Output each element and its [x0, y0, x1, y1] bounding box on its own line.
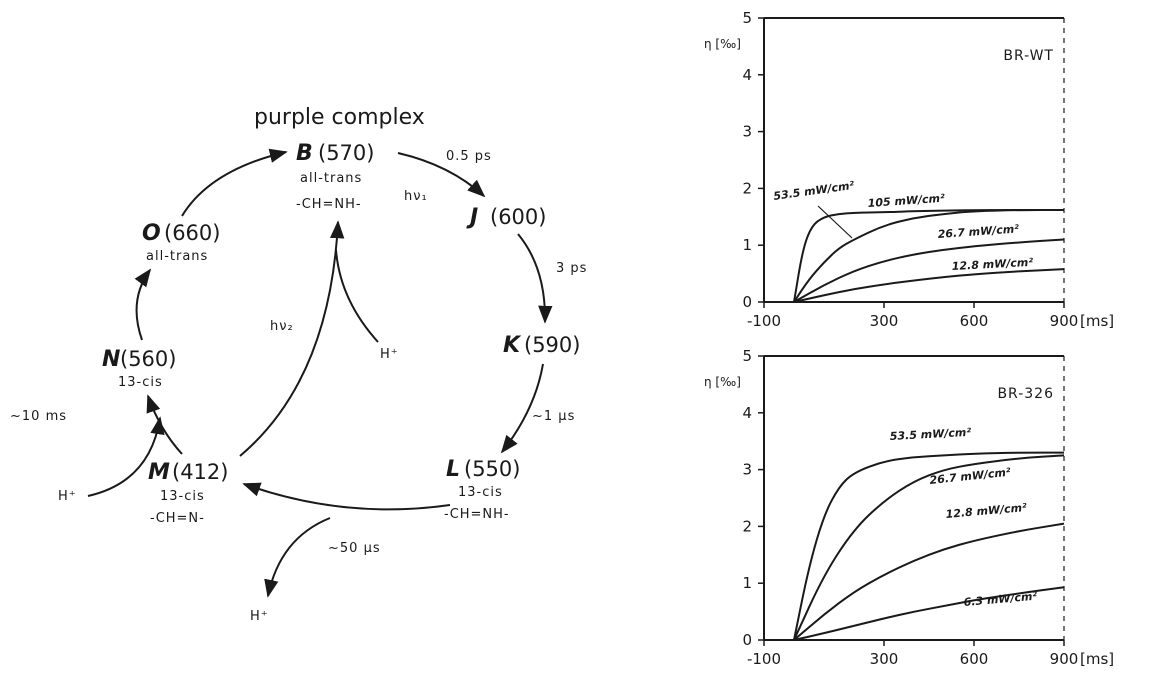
series-line [793, 238, 1065, 303]
label-proton-uptake: H⁺ [58, 489, 77, 504]
state-O-wavelength: (660) [164, 221, 220, 245]
state-L: L (550) 13-cis -CH=NH- [444, 457, 520, 522]
state-J-wavelength: (600) [490, 205, 546, 229]
state-B-name: B [296, 141, 313, 166]
x-tick-label: 600 [960, 312, 989, 330]
state-L-schiff-base: -CH=NH- [444, 507, 510, 522]
state-M-name: M [148, 460, 170, 485]
chart-title: BR-WT [1003, 48, 1054, 64]
arrow-J-to-K [517, 233, 553, 324]
y-tick-label: 0 [742, 631, 752, 649]
arrow-K-to-L [500, 363, 544, 454]
y-tick-label: 1 [742, 236, 752, 254]
series-label: 53.5 mW/cm² [773, 179, 856, 203]
y-tick-label: 4 [742, 404, 752, 422]
state-M: M (412) 13-cis -CH=N- [148, 460, 228, 526]
label-leader [817, 205, 853, 239]
y-tick-label: 1 [742, 574, 752, 592]
x-tick-label: 300 [870, 650, 899, 668]
state-B-wavelength: (570) [318, 141, 374, 165]
state-N: N (560) 13-cis [102, 347, 176, 390]
label-K-L-time: ~1 µs [532, 409, 575, 424]
series-label: 53.5 mW/cm² [889, 426, 971, 443]
label-J-K-time: 3 ps [556, 261, 587, 276]
label-L-M-time: ~50 µs [328, 541, 381, 556]
series-label: 26.7 mW/cm² [929, 466, 1011, 487]
y-tick-label: 3 [742, 123, 752, 141]
label-M-N-time: ~10 ms [10, 409, 67, 424]
y-tick-label: 5 [742, 347, 752, 365]
chart-br-326: 0 1 2 3 4 5 -100 300 600 900 [ms] η [‰] BR-326 53.5 m… [704, 347, 1114, 668]
label-B-J-light: hν₁ [404, 189, 428, 204]
series-line [793, 454, 1065, 641]
state-O: O (660) all-trans [142, 221, 220, 264]
state-K-name: K [503, 333, 522, 358]
series-label: 6.3 mW/cm² [963, 590, 1038, 609]
state-N-isomer: 13-cis [118, 375, 163, 390]
series-line [793, 209, 1064, 303]
x-axis-label: [ms] [1080, 312, 1114, 330]
series-label: 12.8 mW/cm² [945, 501, 1027, 521]
y-tick-label: 3 [742, 461, 752, 479]
y-tick-label: 4 [742, 66, 752, 84]
x-tick-label: -100 [747, 312, 781, 330]
chart-title: BR-326 [997, 386, 1054, 402]
label-B-J-time: 0.5 ps [446, 149, 492, 164]
state-B: B (570) all-trans -CH=NH- [296, 141, 374, 212]
x-tick-label: 900 [1050, 650, 1079, 668]
arrow-B-to-J [397, 152, 486, 198]
state-L-name: L [446, 457, 460, 482]
x-tick-label: 900 [1050, 312, 1079, 330]
state-J: J (600) [466, 205, 546, 230]
y-tick-label: 0 [742, 293, 752, 311]
photocycle-diagram: purple complex B (570) all-trans -CH=NH-… [10, 105, 587, 624]
state-N-wavelength: (560) [120, 347, 176, 371]
state-L-isomer: 13-cis [458, 485, 503, 500]
state-M-isomer: 13-cis [160, 489, 205, 504]
label-proton-release: H⁺ [250, 609, 269, 624]
label-M-B-light: hν₂ [270, 319, 294, 334]
y-axis-label: η [‰] [704, 375, 741, 389]
series-line [793, 522, 1065, 641]
state-B-schiff-base: -CH=NH- [296, 197, 362, 212]
arrow-M-to-B-light [239, 220, 345, 457]
state-J-name: J [466, 205, 478, 230]
arrow-proton-uptake [87, 416, 165, 497]
series-label: 105 mW/cm² [867, 192, 945, 210]
x-axis-label: [ms] [1080, 650, 1114, 668]
state-N-name: N [102, 347, 120, 372]
chart-br-wt: 0 1 2 3 4 5 -100 300 600 900 [ms] η [‰] BR-WT 53.5 mW… [704, 9, 1114, 330]
series-line [793, 451, 1064, 641]
series-label: 26.7 mW/cm² [937, 222, 1019, 241]
x-tick-label: -100 [747, 650, 781, 668]
x-tick-label: 600 [960, 650, 989, 668]
state-L-wavelength: (550) [464, 457, 520, 481]
arrow-proton-to-B [335, 249, 379, 343]
y-tick-label: 2 [742, 179, 752, 197]
series-line [793, 586, 1065, 641]
state-M-schiff-base: -CH=N- [150, 511, 205, 526]
state-B-isomer: all-trans [300, 171, 362, 186]
y-tick-label: 5 [742, 9, 752, 27]
diagram-title: purple complex [254, 105, 425, 130]
series-line [793, 268, 1065, 303]
arrow-O-to-B [181, 148, 288, 217]
x-tick-label: 300 [870, 312, 899, 330]
state-M-wavelength: (412) [172, 460, 228, 484]
state-K: K (590) [503, 333, 580, 358]
series-line [793, 209, 1064, 303]
state-O-isomer: all-trans [146, 249, 208, 264]
arrow-N-to-O [134, 268, 152, 341]
state-K-wavelength: (590) [524, 333, 580, 357]
y-tick-label: 2 [742, 517, 752, 535]
arrow-L-to-M [242, 482, 451, 511]
arrow-proton-release [264, 517, 331, 598]
label-proton-B: H⁺ [380, 347, 399, 362]
y-axis-label: η [‰] [704, 37, 741, 51]
series-label: 12.8 mW/cm² [951, 256, 1033, 273]
state-O-name: O [142, 221, 161, 246]
